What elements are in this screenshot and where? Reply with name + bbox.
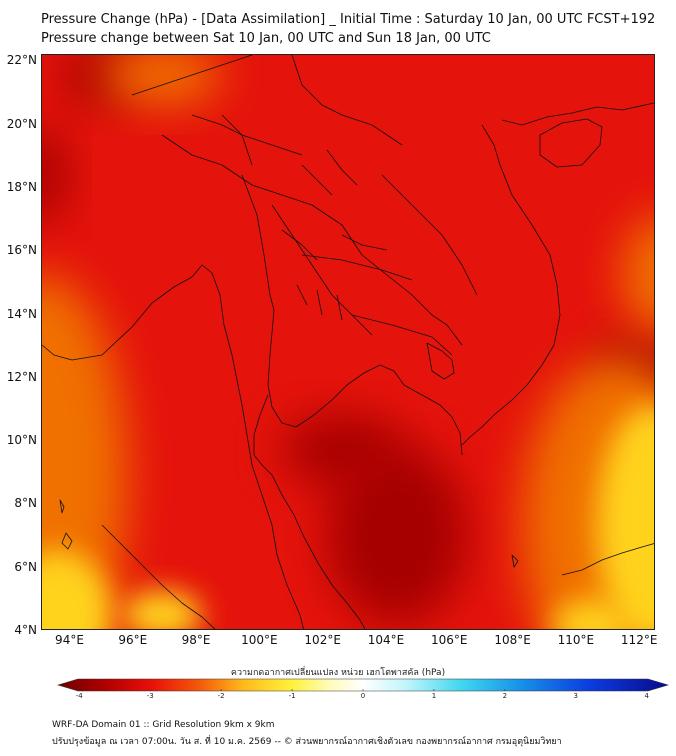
colorbar-gradient: [56, 678, 670, 692]
lon-label-104e: 104°E: [367, 633, 405, 647]
field-patch-deep: [282, 415, 402, 485]
lon-label-100e: 100°E: [241, 633, 278, 647]
chart-title: Pressure Change (hPa) - [Data Assimilati…: [41, 12, 656, 27]
map-panel: [41, 54, 655, 630]
field-patch-yellow: [597, 405, 654, 629]
colorbar: [56, 678, 670, 692]
lat-label-12n: 12°N: [6, 369, 37, 384]
colorbar-tick-label: -3: [146, 692, 154, 700]
lon-label-96e: 96°E: [118, 633, 148, 647]
lat-label-22n: 22°N: [6, 53, 37, 68]
field-patch-deep: [42, 125, 67, 225]
lon-label-112e: 112°E: [620, 633, 658, 647]
lat-label-4n: 4°N: [14, 623, 37, 637]
lat-label-6n: 6°N: [14, 559, 37, 574]
lon-label-110e: 110°E: [557, 633, 595, 647]
colorbar-tick-label: -2: [217, 692, 225, 700]
colorbar-tick-label: -4: [75, 692, 83, 700]
lat-label-14n: 14°N: [6, 306, 37, 321]
lon-label-98e: 98°E: [181, 633, 211, 647]
credit-line: ปรับปรุงข้อมูล ณ เวลา 07:00น. วัน ส. ที่…: [52, 737, 562, 747]
colorbar-tick-label: 1: [431, 692, 437, 700]
colorbar-tick-label: 3: [573, 692, 579, 700]
model-info: WRF-DA Domain 01 :: Grid Resolution 9km …: [52, 720, 275, 730]
field-patch-deep: [327, 445, 467, 625]
field-patch-orange: [622, 216, 654, 334]
colorbar-title: ความกดอากาศเปลี่ยนแปลง หน่วย เฮกโตพาสคัล…: [230, 668, 446, 678]
colorbar-tick-label: 2: [502, 692, 508, 700]
colorbar-tick-label: 0: [360, 692, 366, 700]
lat-label-18n: 18°N: [6, 179, 37, 194]
lat-label-10n: 10°N: [6, 433, 37, 448]
lon-label-102e: 102°E: [304, 633, 341, 647]
colorbar-tick-label: 4: [644, 692, 649, 700]
coastlines-and-borders: [42, 55, 654, 629]
lon-label-108e: 108°E: [494, 633, 531, 647]
lat-label-20n: 20°N: [6, 116, 37, 131]
field-patch-yellow: [122, 590, 202, 629]
pressure-change-map: [42, 55, 654, 629]
lon-label-106e: 106°E: [431, 633, 468, 647]
chart-subtitle: Pressure change between Sat 10 Jan, 00 U…: [41, 31, 491, 46]
field-patch-orange: [102, 55, 222, 105]
field-patch-yellow: [552, 600, 632, 629]
lat-label-16n: 16°N: [6, 243, 37, 258]
colorbar-tick-label: -1: [288, 692, 296, 700]
field-patch-yellow: [42, 550, 112, 629]
lon-label-94e: 94°E: [55, 633, 84, 647]
lat-label-8n: 8°N: [14, 496, 37, 511]
